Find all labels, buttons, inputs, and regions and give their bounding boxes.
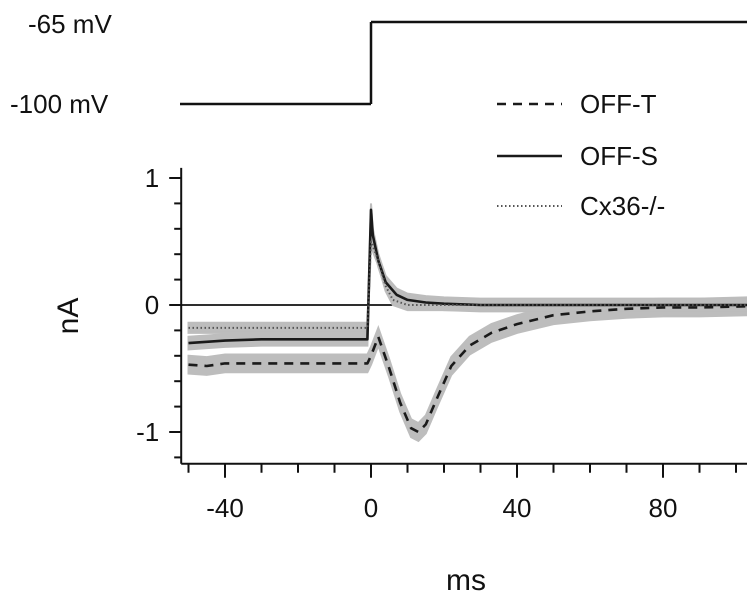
error-band-off-t (187, 296, 747, 443)
holding-voltage-label: -100 mV (10, 89, 109, 119)
x-tick-label: 0 (364, 493, 378, 523)
legend: OFF-T OFF-S Cx36-/- (497, 89, 665, 221)
x-tick-label: -40 (206, 493, 244, 523)
legend-item-off-s: OFF-S (497, 141, 658, 171)
y-axis-title: nA (52, 298, 85, 335)
step-voltage-label: -65 mV (28, 9, 112, 39)
error-band-cx36- (187, 236, 747, 334)
x-tick-label: 40 (503, 493, 532, 523)
y-tick-label: -1 (136, 417, 159, 447)
legend-label-off-t: OFF-T (580, 89, 657, 119)
y-tick-label: 1 (145, 163, 159, 193)
legend-label-cx36: Cx36-/- (580, 191, 665, 221)
series-line-cx36- (188, 240, 747, 329)
plot-area: 1 0 -1 -40 0 40 80 (136, 22, 747, 523)
legend-item-off-t: OFF-T (497, 89, 657, 119)
legend-label-off-s: OFF-S (580, 141, 658, 171)
legend-item-cx36: Cx36-/- (497, 191, 665, 221)
y-tick-label: 0 (145, 290, 159, 320)
x-axis-title: ms (446, 564, 486, 597)
series-line-off-s (188, 208, 747, 345)
voltage-protocol: -65 mV -100 mV (10, 9, 747, 119)
x-tick-label: 80 (649, 493, 678, 523)
